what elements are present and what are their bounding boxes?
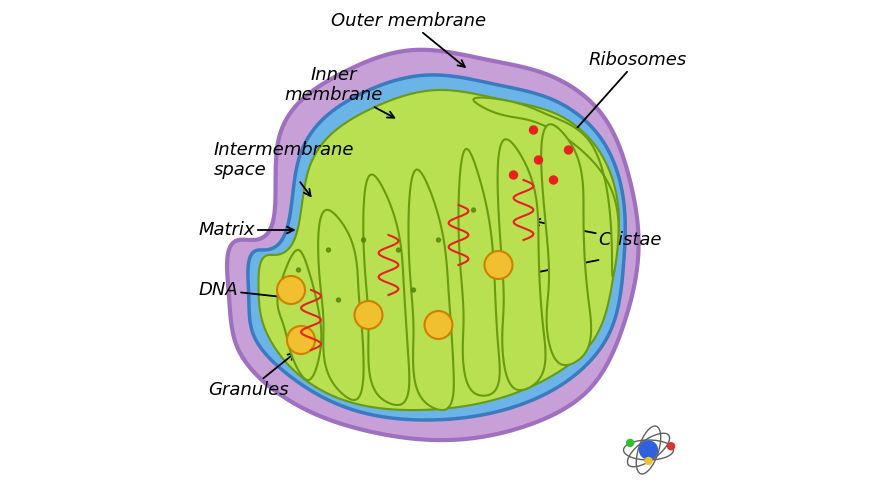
Circle shape	[484, 251, 512, 279]
Circle shape	[411, 288, 416, 292]
Circle shape	[626, 440, 633, 446]
Circle shape	[337, 298, 340, 302]
Circle shape	[354, 301, 382, 329]
Text: Ribosomes: Ribosomes	[552, 51, 687, 156]
Text: DNA: DNA	[198, 281, 305, 302]
Circle shape	[510, 171, 517, 179]
Circle shape	[396, 248, 401, 252]
Circle shape	[534, 156, 543, 164]
Circle shape	[565, 146, 573, 154]
Circle shape	[326, 248, 331, 252]
PathPatch shape	[227, 50, 638, 440]
Circle shape	[550, 176, 558, 184]
Circle shape	[361, 238, 366, 242]
Circle shape	[639, 441, 658, 459]
Text: Granules: Granules	[209, 353, 295, 399]
Circle shape	[437, 238, 440, 242]
PathPatch shape	[409, 170, 453, 410]
Text: Inner
membrane: Inner membrane	[284, 66, 395, 118]
PathPatch shape	[277, 250, 321, 380]
PathPatch shape	[259, 90, 619, 410]
Circle shape	[530, 126, 538, 134]
PathPatch shape	[541, 124, 591, 365]
Circle shape	[424, 311, 453, 339]
PathPatch shape	[459, 149, 500, 396]
Circle shape	[667, 442, 674, 450]
PathPatch shape	[248, 75, 625, 420]
PathPatch shape	[474, 98, 618, 277]
Circle shape	[645, 458, 652, 464]
Circle shape	[472, 208, 475, 212]
Circle shape	[287, 326, 315, 354]
PathPatch shape	[318, 210, 364, 400]
Text: Outer membrane: Outer membrane	[331, 12, 486, 67]
Text: Cristae: Cristae	[533, 219, 662, 249]
PathPatch shape	[497, 140, 545, 390]
Circle shape	[296, 268, 301, 272]
Circle shape	[277, 276, 305, 304]
Text: Matrix: Matrix	[198, 221, 294, 239]
PathPatch shape	[363, 174, 410, 405]
Text: Intermembrane
space: Intermembrane space	[213, 140, 354, 196]
